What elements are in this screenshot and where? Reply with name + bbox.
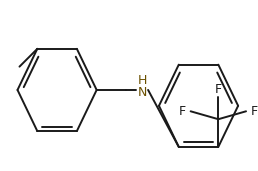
Text: F: F <box>215 83 222 96</box>
Text: F: F <box>250 105 257 118</box>
Text: N: N <box>138 86 147 99</box>
Text: H: H <box>138 74 147 87</box>
Text: F: F <box>179 105 186 118</box>
